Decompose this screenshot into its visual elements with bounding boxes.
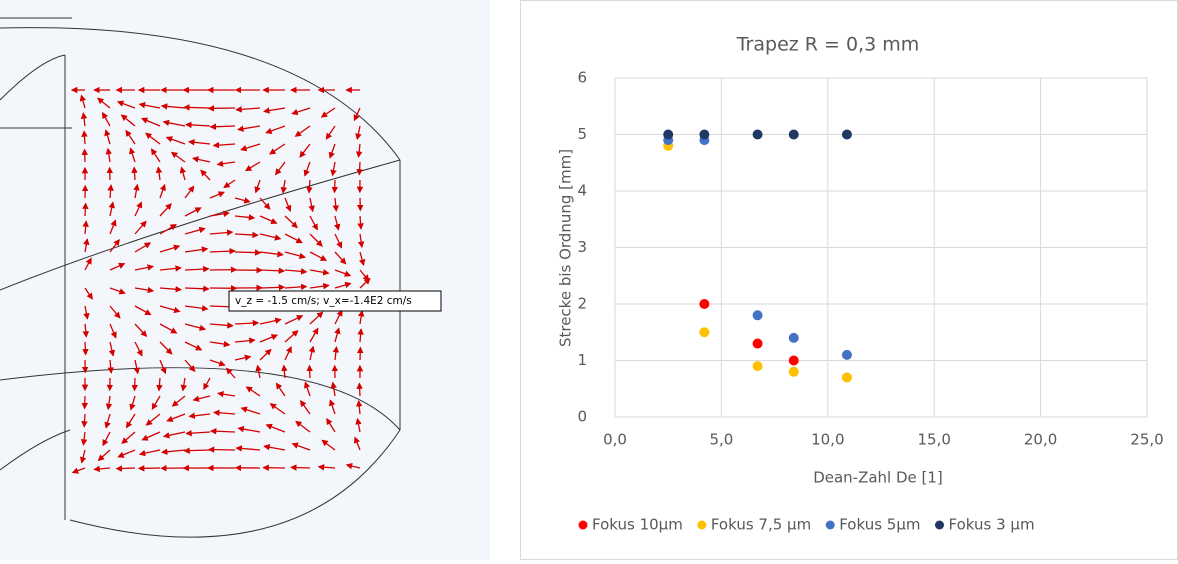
- legend-label: Fokus 10µm: [592, 516, 683, 534]
- y-tick-label: 4: [577, 182, 587, 200]
- flow-arrow: [359, 162, 360, 175]
- y-tick-label: 2: [577, 295, 587, 313]
- flow-arrow: [291, 467, 310, 468]
- data-point: [699, 327, 709, 337]
- flow-arrow: [84, 414, 85, 427]
- x-tick-label: 0,0: [603, 431, 627, 449]
- legend-label: Fokus 5µm: [839, 516, 920, 534]
- x-tick-label: 10,0: [811, 431, 844, 449]
- flow-arrow: [309, 366, 310, 378]
- y-axis-label: Strecke bis Ordnung [mm]: [557, 149, 575, 347]
- x-tick-label: 25,0: [1130, 431, 1163, 449]
- flow-arrow: [85, 203, 86, 216]
- flow-arrow: [359, 383, 360, 396]
- y-tick-label: 3: [577, 238, 587, 256]
- data-point: [753, 310, 763, 320]
- data-point: [842, 130, 852, 140]
- data-point: [753, 361, 763, 371]
- flow-arrow: [117, 468, 135, 469]
- data-point: [789, 367, 799, 377]
- data-point: [789, 333, 799, 343]
- data-point: [753, 130, 763, 140]
- legend-marker: [697, 521, 706, 530]
- simulation-view: v_z = -1.5 cm/s; v_x=-1.4E2 cm/s: [0, 0, 490, 560]
- data-point: [842, 350, 852, 360]
- legend-marker: [826, 521, 835, 530]
- data-point: [789, 130, 799, 140]
- data-point: [789, 356, 799, 366]
- data-point: [842, 372, 852, 382]
- viewport: [0, 0, 490, 560]
- y-tick-label: 0: [577, 408, 587, 426]
- chart-title: Trapez R = 0,3 mm: [736, 34, 920, 56]
- flow-arrow: [184, 450, 210, 451]
- x-tick-label: 5,0: [709, 431, 733, 449]
- data-point: [663, 130, 673, 140]
- flow-arrow: [85, 342, 86, 355]
- legend-label: Fokus 3 µm: [949, 516, 1035, 534]
- y-tick-label: 6: [577, 69, 587, 87]
- flow-arrow: [260, 287, 284, 288]
- flow-arrow: [84, 131, 85, 144]
- flow-arrow: [134, 378, 135, 390]
- legend-label: Fokus 7,5 µm: [711, 516, 811, 534]
- flow-arrow: [209, 449, 235, 450]
- data-point: [753, 339, 763, 349]
- probe-text: v_z = -1.5 cm/s; v_x=-1.4E2 cm/s: [235, 295, 412, 307]
- legend-marker: [935, 521, 944, 530]
- legend-marker: [579, 521, 588, 530]
- x-axis-label: Dean-Zahl De [1]: [813, 469, 943, 487]
- y-tick-label: 1: [577, 351, 587, 369]
- x-tick-label: 20,0: [1024, 431, 1057, 449]
- y-tick-label: 5: [577, 125, 587, 143]
- page: v_z = -1.5 cm/s; v_x=-1.4E2 cm/s Trapez …: [0, 0, 1178, 560]
- flow-arrow: [235, 252, 260, 253]
- data-point: [699, 299, 709, 309]
- flow-arrow: [184, 107, 210, 108]
- data-point: [699, 130, 709, 140]
- x-tick-label: 15,0: [917, 431, 950, 449]
- flow-arrow: [134, 168, 135, 180]
- flow-arrow: [185, 288, 209, 289]
